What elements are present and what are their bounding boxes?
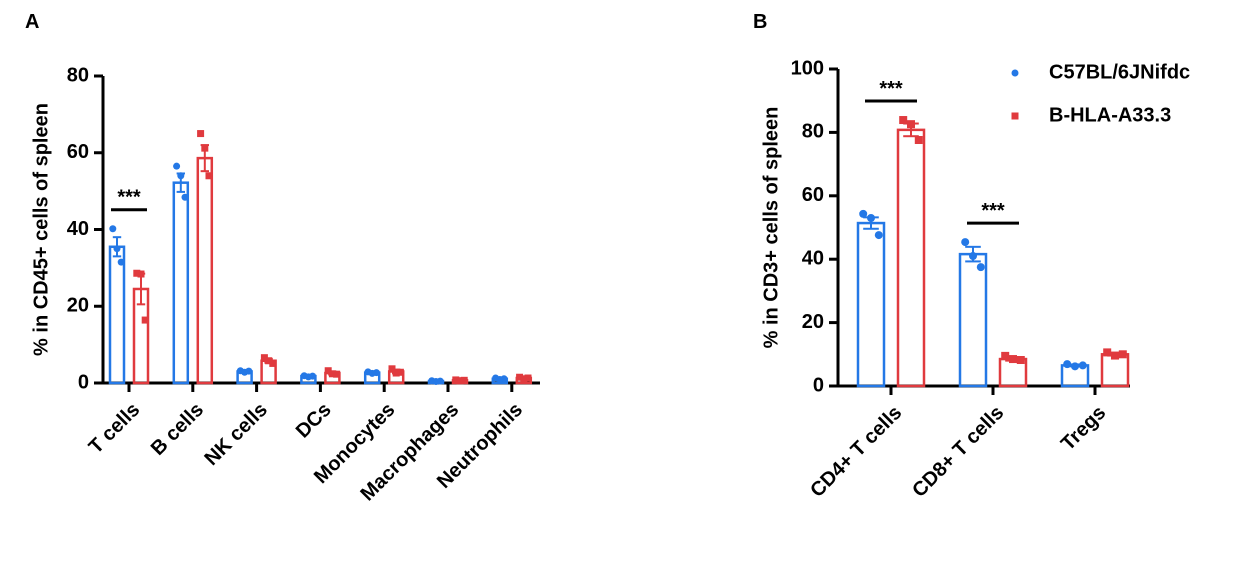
panel-label: A: [25, 11, 39, 33]
data-point: [260, 354, 268, 362]
data-point: [456, 377, 464, 385]
panel-label: B: [753, 11, 767, 33]
x-tick-label: CD8+ T cells: [908, 402, 1008, 502]
data-point: [269, 359, 277, 367]
data-point: [976, 263, 985, 272]
data-point: [1001, 351, 1010, 360]
y-tick-label: 0: [78, 371, 89, 393]
data-point: [333, 370, 341, 378]
data-point: [1111, 351, 1119, 360]
y-tick-label: 60: [67, 141, 89, 163]
data-point: [388, 365, 396, 373]
data-point: [117, 258, 125, 266]
data-point: [907, 120, 915, 129]
data-point: [859, 209, 868, 218]
legend-label: C57BL/6JNifdc: [1049, 61, 1190, 83]
y-tick-label: 20: [67, 295, 89, 317]
y-tick-label: 20: [802, 311, 824, 333]
data-point: [1071, 362, 1079, 371]
data-point: [265, 357, 273, 365]
data-point: [867, 213, 875, 222]
y-tick-label: 100: [791, 57, 824, 79]
bar: [896, 128, 926, 388]
data-point: [113, 245, 121, 253]
y-tick-label: 80: [67, 64, 89, 86]
data-point: [460, 376, 468, 384]
data-point: [197, 130, 205, 138]
significance-label: ***: [117, 187, 141, 209]
bar: [108, 245, 126, 385]
data-point: [173, 162, 181, 170]
significance-label: ***: [879, 78, 903, 100]
data-point: [137, 270, 145, 278]
bar: [958, 252, 988, 388]
x-tick-label: B cells: [147, 399, 208, 460]
data-point: [914, 136, 923, 145]
legend-marker: [1011, 69, 1019, 77]
data-point: [181, 193, 189, 201]
x-tick-label: T cells: [85, 399, 145, 459]
data-point: [520, 375, 528, 383]
data-point: [1103, 348, 1112, 357]
significance-label: ***: [981, 200, 1005, 222]
data-point: [1063, 360, 1072, 369]
data-point: [1016, 356, 1025, 365]
data-point: [899, 116, 908, 125]
data-point: [324, 367, 332, 375]
data-point: [516, 373, 524, 381]
data-point: [328, 370, 336, 378]
data-point: [452, 376, 460, 384]
bar: [172, 181, 190, 385]
data-point: [524, 374, 532, 382]
y-axis-title: % in CD45+ cells of spleen: [30, 103, 52, 356]
data-point: [177, 172, 185, 180]
data-point: [396, 368, 404, 376]
data-point: [372, 369, 380, 377]
data-point: [969, 252, 977, 261]
data-point: [500, 375, 508, 383]
data-point: [133, 269, 141, 277]
x-tick-label: DCs: [292, 399, 336, 443]
y-tick-label: 40: [67, 218, 89, 240]
bar: [856, 221, 886, 388]
y-axis-title: % in CD3+ cells of spleen: [760, 107, 782, 349]
data-point: [201, 144, 209, 152]
data-point: [436, 377, 444, 385]
y-tick-label: 0: [813, 374, 824, 396]
data-point: [245, 367, 253, 375]
x-tick-label: Tregs: [1057, 402, 1110, 455]
y-tick-label: 40: [802, 247, 824, 269]
data-point: [392, 369, 400, 377]
x-tick-label: CD4+ T cells: [806, 402, 906, 502]
data-point: [1118, 350, 1127, 359]
data-point: [874, 231, 883, 240]
data-point: [109, 225, 117, 233]
data-point: [961, 238, 970, 247]
legend-marker: [1011, 112, 1019, 120]
data-point: [205, 172, 213, 180]
y-tick-label: 80: [802, 121, 824, 143]
legend-label: B-HLA-A33.3: [1049, 104, 1171, 126]
data-point: [309, 372, 317, 380]
data-point: [1078, 361, 1087, 370]
bar: [196, 156, 214, 385]
data-point: [1009, 355, 1017, 364]
x-tick-label: NK cells: [200, 399, 271, 470]
y-tick-label: 60: [802, 184, 824, 206]
data-point: [141, 316, 149, 324]
